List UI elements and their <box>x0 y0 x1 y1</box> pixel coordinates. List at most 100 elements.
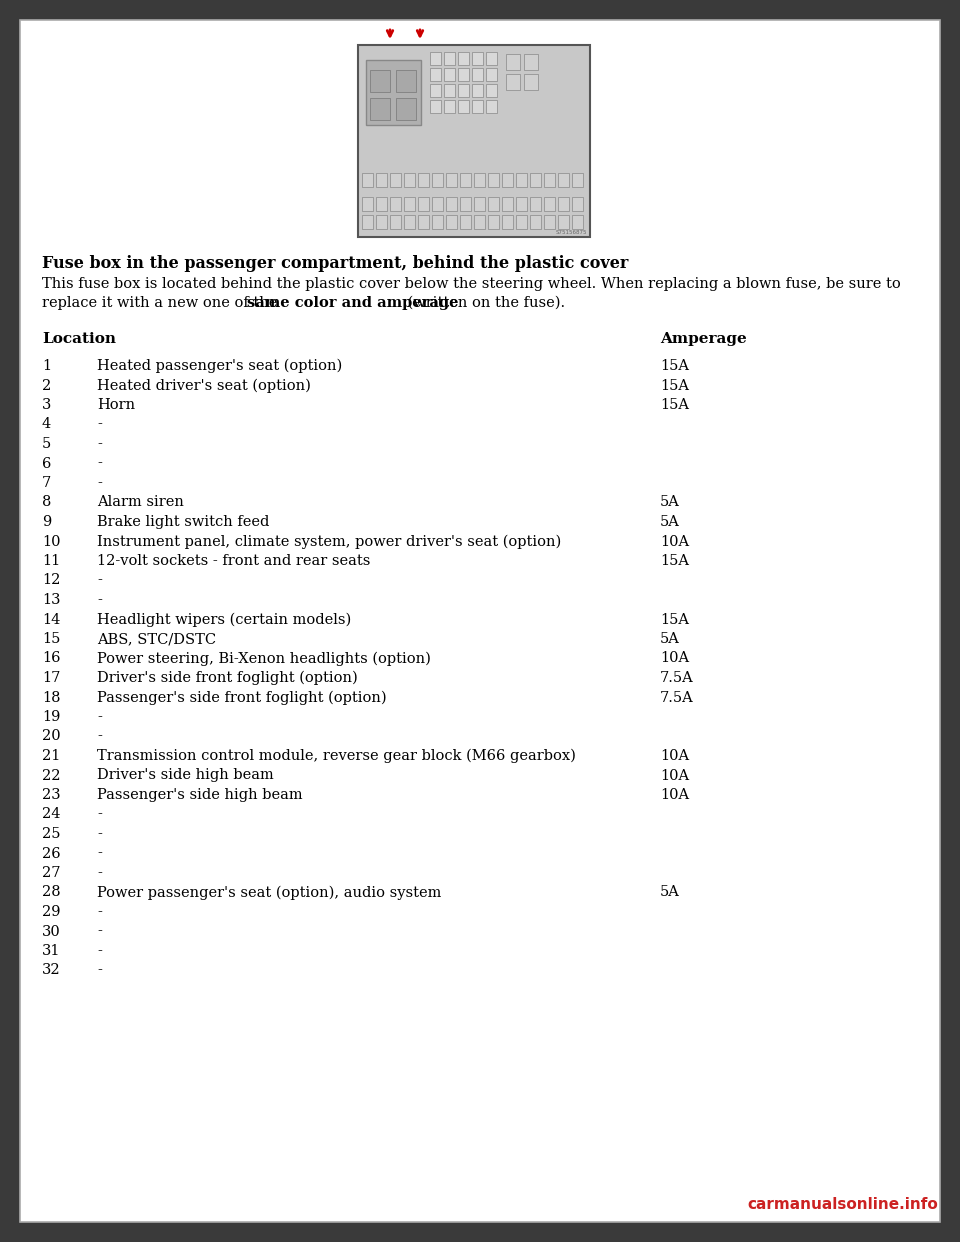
FancyBboxPatch shape <box>404 197 415 211</box>
FancyBboxPatch shape <box>530 215 541 229</box>
Text: 23: 23 <box>42 787 60 802</box>
FancyBboxPatch shape <box>516 173 527 188</box>
FancyBboxPatch shape <box>486 101 497 113</box>
Text: 5A: 5A <box>660 632 680 646</box>
FancyBboxPatch shape <box>432 173 443 188</box>
Text: -: - <box>97 924 102 939</box>
Text: -: - <box>97 574 102 587</box>
FancyBboxPatch shape <box>516 197 527 211</box>
FancyBboxPatch shape <box>432 197 443 211</box>
FancyBboxPatch shape <box>558 173 569 188</box>
Text: 15A: 15A <box>660 359 689 373</box>
FancyBboxPatch shape <box>370 98 390 120</box>
Text: 8: 8 <box>42 496 52 509</box>
FancyBboxPatch shape <box>502 215 513 229</box>
Text: 19: 19 <box>42 710 60 724</box>
Text: 31: 31 <box>42 944 60 958</box>
FancyBboxPatch shape <box>460 215 471 229</box>
FancyBboxPatch shape <box>544 215 555 229</box>
Text: 17: 17 <box>42 671 60 686</box>
FancyBboxPatch shape <box>404 173 415 188</box>
Text: 16: 16 <box>42 652 60 666</box>
Text: Passenger's side front foglight (option): Passenger's side front foglight (option) <box>97 691 387 705</box>
FancyBboxPatch shape <box>430 84 441 97</box>
FancyBboxPatch shape <box>472 68 483 81</box>
FancyBboxPatch shape <box>474 197 485 211</box>
Text: 5A: 5A <box>660 496 680 509</box>
FancyBboxPatch shape <box>376 173 387 188</box>
FancyBboxPatch shape <box>370 70 390 92</box>
FancyBboxPatch shape <box>366 60 421 125</box>
Text: 22: 22 <box>42 769 60 782</box>
Text: 7: 7 <box>42 476 51 491</box>
Text: -: - <box>97 417 102 431</box>
FancyBboxPatch shape <box>472 52 483 65</box>
FancyBboxPatch shape <box>558 197 569 211</box>
Text: 10A: 10A <box>660 769 689 782</box>
FancyBboxPatch shape <box>572 215 583 229</box>
Text: 27: 27 <box>42 866 60 881</box>
Text: 29: 29 <box>42 905 60 919</box>
Text: (written on the fuse).: (written on the fuse). <box>403 296 565 310</box>
FancyBboxPatch shape <box>488 173 499 188</box>
Text: 10: 10 <box>42 534 60 549</box>
Text: Driver's side high beam: Driver's side high beam <box>97 769 274 782</box>
FancyBboxPatch shape <box>358 45 590 237</box>
Text: This fuse box is located behind the plastic cover below the steering wheel. When: This fuse box is located behind the plas… <box>42 277 900 291</box>
FancyBboxPatch shape <box>486 68 497 81</box>
FancyBboxPatch shape <box>474 215 485 229</box>
Text: -: - <box>97 476 102 491</box>
FancyBboxPatch shape <box>446 197 457 211</box>
Text: Power passenger's seat (option), audio system: Power passenger's seat (option), audio s… <box>97 886 442 900</box>
FancyBboxPatch shape <box>362 215 373 229</box>
FancyBboxPatch shape <box>376 197 387 211</box>
FancyBboxPatch shape <box>524 75 538 89</box>
Text: -: - <box>97 729 102 744</box>
Text: carmanualsonline.info: carmanualsonline.info <box>747 1197 938 1212</box>
FancyBboxPatch shape <box>418 173 429 188</box>
Text: ABS, STC/DSTC: ABS, STC/DSTC <box>97 632 216 646</box>
FancyBboxPatch shape <box>444 101 455 113</box>
Text: replace it with a new one of the: replace it with a new one of the <box>42 296 282 310</box>
Text: S75156875: S75156875 <box>556 230 587 235</box>
Text: Alarm siren: Alarm siren <box>97 496 184 509</box>
Text: -: - <box>97 827 102 841</box>
FancyBboxPatch shape <box>530 197 541 211</box>
FancyBboxPatch shape <box>460 197 471 211</box>
Text: 14: 14 <box>42 612 60 626</box>
FancyBboxPatch shape <box>488 215 499 229</box>
Text: Driver's side front foglight (option): Driver's side front foglight (option) <box>97 671 358 686</box>
Text: 6: 6 <box>42 457 52 471</box>
FancyBboxPatch shape <box>488 197 499 211</box>
Text: 20: 20 <box>42 729 60 744</box>
FancyBboxPatch shape <box>20 20 940 1222</box>
FancyBboxPatch shape <box>390 197 401 211</box>
FancyBboxPatch shape <box>460 173 471 188</box>
Text: 11: 11 <box>42 554 60 568</box>
Text: 15A: 15A <box>660 554 689 568</box>
FancyBboxPatch shape <box>444 52 455 65</box>
Text: Horn: Horn <box>97 397 135 412</box>
Text: -: - <box>97 964 102 977</box>
FancyBboxPatch shape <box>458 101 469 113</box>
Text: -: - <box>97 866 102 881</box>
Text: 3: 3 <box>42 397 52 412</box>
FancyBboxPatch shape <box>362 173 373 188</box>
FancyBboxPatch shape <box>544 197 555 211</box>
FancyBboxPatch shape <box>390 215 401 229</box>
FancyBboxPatch shape <box>458 68 469 81</box>
Text: 15: 15 <box>42 632 60 646</box>
Text: Heated driver's seat (option): Heated driver's seat (option) <box>97 379 311 392</box>
FancyBboxPatch shape <box>396 98 416 120</box>
FancyBboxPatch shape <box>446 215 457 229</box>
FancyBboxPatch shape <box>458 52 469 65</box>
FancyBboxPatch shape <box>376 215 387 229</box>
Text: Passenger's side high beam: Passenger's side high beam <box>97 787 302 802</box>
FancyBboxPatch shape <box>474 173 485 188</box>
Text: Headlight wipers (certain models): Headlight wipers (certain models) <box>97 612 351 627</box>
FancyBboxPatch shape <box>396 70 416 92</box>
Text: 21: 21 <box>42 749 60 763</box>
Text: 7.5A: 7.5A <box>660 691 694 704</box>
Text: 5: 5 <box>42 437 51 451</box>
Text: -: - <box>97 944 102 958</box>
